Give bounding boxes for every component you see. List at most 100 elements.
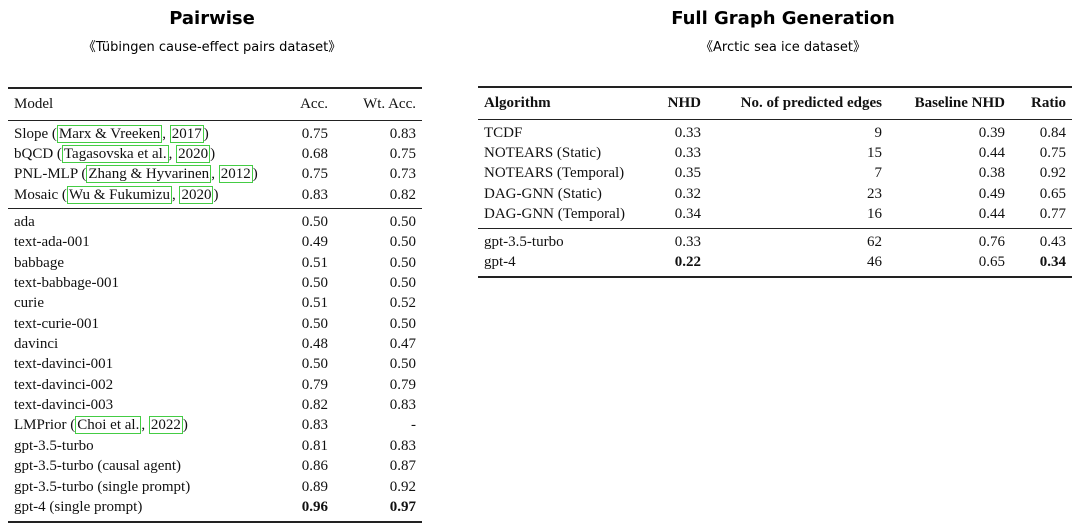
graph-table: Algorithm NHD No. of predicted edges Baseli… — [478, 86, 1072, 278]
table-cell: 0.83 — [389, 437, 416, 454]
table-cell: 0.75 — [301, 125, 328, 142]
table-row: text-davinci-003 0.82 0.83 — [8, 395, 422, 415]
table-cell: 0.87 — [389, 458, 416, 475]
table-cell: gpt-3.5-turbo — [484, 233, 564, 250]
table-cell: 0.79 — [301, 376, 328, 393]
text: , — [168, 146, 177, 163]
table-cell: text-davinci-003 — [14, 397, 114, 414]
table-cell: 62 — [867, 233, 882, 250]
right-subtitle: 《Arctic sea ice dataset》 — [700, 40, 866, 55]
citation-link[interactable]: Wu & Fukumizu — [66, 185, 172, 204]
table-row: text-ada-001 0.49 0.50 — [8, 233, 422, 253]
table-cell: 0.51 — [301, 295, 328, 312]
citation-link[interactable]: 2020 — [176, 145, 211, 164]
citation-link[interactable]: Choi et al. — [75, 416, 142, 435]
table-cell: text-davinci-001 — [14, 356, 114, 373]
text: , — [171, 186, 180, 203]
table-cell: 0.34 — [674, 206, 701, 223]
table-cell: 23 — [867, 185, 882, 202]
table-cell: 0.96 — [301, 498, 328, 515]
table-cell: 0.84 — [1039, 124, 1066, 141]
table-cell: 0.50 — [389, 356, 416, 373]
table-cell: 0.50 — [301, 214, 328, 231]
citation-link[interactable]: 2012 — [218, 165, 253, 184]
citation-link[interactable]: Tagasovska et al. — [61, 145, 169, 164]
table-cell: 0.97 — [389, 498, 416, 515]
table-row: curie 0.51 0.52 — [8, 294, 422, 314]
table-cell: 0.33 — [674, 124, 701, 141]
table-cell: babbage — [14, 254, 64, 271]
table-cell: 0.47 — [389, 336, 416, 353]
table-cell: 0.34 — [1039, 254, 1066, 271]
table-row: gpt-4 0.22 46 0.65 0.34 — [478, 252, 1072, 272]
text: ) — [252, 166, 258, 183]
table-row: NOTEARS (Temporal) 0.35 7 0.38 0.92 — [478, 164, 1072, 184]
table-cell: 46 — [867, 254, 882, 271]
table-cell: gpt-3.5-turbo (single prompt) — [14, 478, 191, 495]
table-row: TCDF 0.33 9 0.39 0.84 — [478, 123, 1072, 143]
table-cell: gpt-3.5-turbo (causal agent) — [14, 458, 182, 475]
right-title: Full Graph Generation — [671, 8, 895, 29]
table-row: Mosaic (Wu & Fukumizu, 2020) 0.83 0.82 — [8, 185, 422, 205]
table-row: text-davinci-002 0.79 0.79 — [8, 375, 422, 395]
row-group: gpt-3.5-turbo 0.33 62 0.76 0.43 gpt-4 0.22 46 0.… — [478, 227, 1072, 276]
text: Slope ( — [14, 125, 57, 142]
citation-link[interactable]: 2022 — [148, 416, 183, 435]
table-cell: 0.89 — [301, 478, 328, 495]
table-cell: 0.49 — [978, 185, 1005, 202]
header-row: Model Acc. Wt. Acc. — [8, 89, 422, 121]
table-cell: 0.32 — [674, 185, 701, 202]
table-cell: 0.68 — [301, 146, 328, 163]
text: LMPrior ( — [14, 417, 76, 434]
header-cell: No. of predicted edges — [740, 95, 882, 111]
table-cell: 0.65 — [1039, 185, 1066, 202]
table-cell: text-ada-001 — [14, 234, 90, 251]
table-cell: 0.38 — [978, 165, 1005, 182]
text: Mosaic ( — [14, 186, 67, 203]
table-cell: 0.48 — [301, 336, 328, 353]
table-row: davinci 0.48 0.47 — [8, 334, 422, 354]
table-row: text-babbage-001 0.50 0.50 — [8, 273, 422, 293]
table-cell: gpt-4 — [484, 254, 516, 271]
table-cell: 0.83 — [389, 125, 416, 142]
citation-link[interactable]: 2017 — [169, 124, 204, 143]
table-row: NOTEARS (Static) 0.33 15 0.44 0.75 — [478, 143, 1072, 163]
citation-link[interactable]: Zhang & Hyvarinen — [86, 165, 212, 184]
table-cell: 0.50 — [301, 315, 328, 332]
table-cell: 0.65 — [978, 254, 1005, 271]
table-cell: 7 — [874, 165, 883, 182]
table-cell: 15 — [867, 145, 882, 162]
citation-link[interactable]: Marx & Vreeken — [56, 124, 163, 143]
header-row: Algorithm NHD No. of predicted edges Baseli… — [478, 88, 1072, 120]
text: , — [162, 125, 170, 142]
table-cell: 0.22 — [674, 254, 701, 271]
table-cell: 0.44 — [978, 145, 1005, 162]
table-cell: 0.83 — [301, 417, 328, 434]
table-cell: 0.81 — [301, 437, 328, 454]
table-cell: PNL-MLP (Zhang & Hyvarinen, 2012) — [8, 165, 290, 184]
table-cell: 0.73 — [389, 166, 416, 183]
table-cell: 0.49 — [301, 234, 328, 251]
citation-link[interactable]: 2020 — [179, 185, 214, 204]
table-row: ada 0.50 0.50 — [8, 212, 422, 232]
header-cell: Wt. Acc. — [363, 96, 416, 112]
table-cell: 0.50 — [389, 214, 416, 231]
row-group: ada 0.50 0.50 text-ada-001 0.49 0.50 babbage 0.… — [8, 208, 422, 520]
table-cell: 0.76 — [978, 233, 1005, 250]
table-row: gpt-3.5-turbo 0.81 0.83 — [8, 436, 422, 456]
table-cell: 0.50 — [301, 275, 328, 292]
table-cell: 0.86 — [301, 458, 328, 475]
table-cell: ada — [14, 214, 35, 231]
table-cell: 0.43 — [1039, 233, 1066, 250]
table-cell: text-babbage-001 — [14, 275, 119, 292]
table-cell: curie — [14, 295, 44, 312]
table-cell: NOTEARS (Temporal) — [484, 165, 625, 182]
table-row: gpt-3.5-turbo (single prompt) 0.89 0.92 — [8, 477, 422, 497]
table-row: babbage 0.51 0.50 — [8, 253, 422, 273]
table-cell: 0.50 — [389, 234, 416, 251]
table-cell: LMPrior (Choi et al., 2022) — [8, 416, 290, 435]
table-cell: 0.50 — [389, 254, 416, 271]
table-cell: 0.51 — [301, 254, 328, 271]
pairwise-table: Model Acc. Wt. Acc. Slope (Marx & Vreeken, … — [8, 87, 422, 523]
table-row: DAG-GNN (Static) 0.32 23 0.49 0.65 — [478, 184, 1072, 204]
